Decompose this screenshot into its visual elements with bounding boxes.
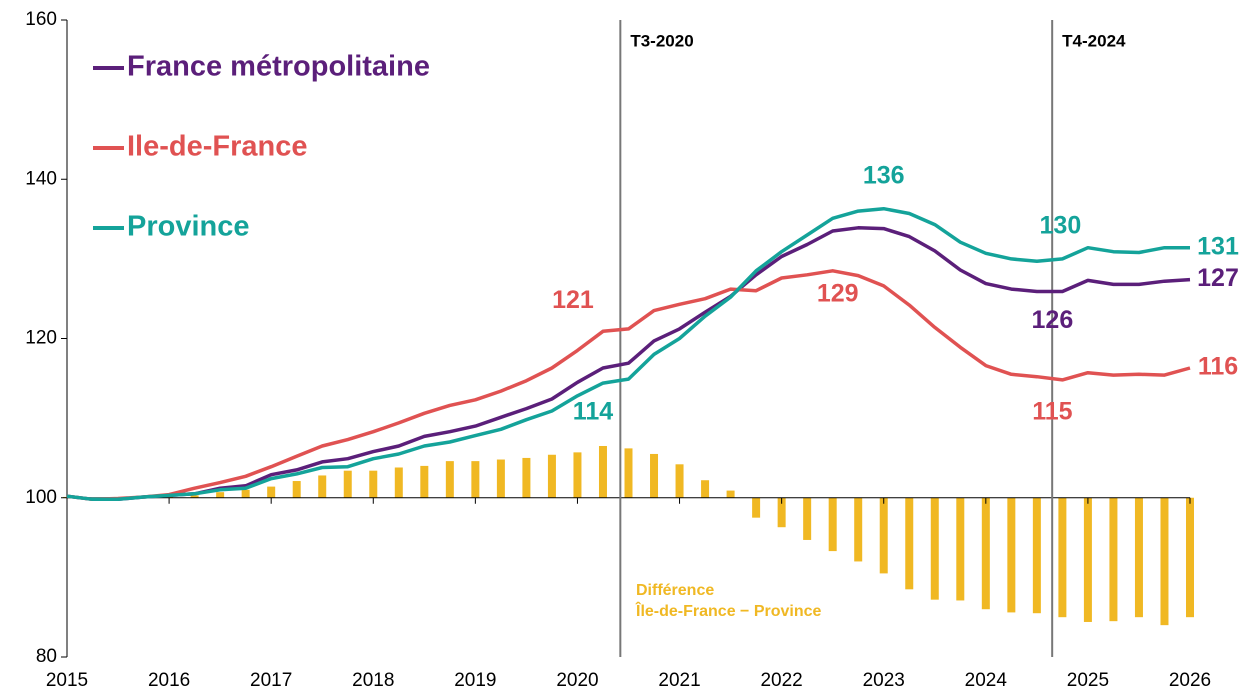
bar (1134, 497, 1143, 618)
bar (318, 475, 327, 498)
data-label: 131 (1197, 232, 1239, 260)
x-tick-label: 2024 (965, 670, 1008, 691)
bar (1083, 497, 1092, 622)
data-label: 136 (863, 161, 905, 189)
x-tick-label: 2019 (454, 670, 496, 691)
reference-label: T3-2020 (630, 31, 693, 50)
bar (777, 497, 786, 528)
bar (420, 465, 429, 498)
x-tick-label: 2016 (148, 670, 190, 691)
bar (956, 497, 965, 601)
bar (216, 492, 225, 498)
bar (701, 480, 710, 498)
bar-label: Île-de-France − Province (635, 601, 822, 620)
bar (369, 470, 378, 498)
bar (241, 489, 250, 498)
bar (1109, 497, 1118, 622)
bar (905, 497, 914, 590)
x-tick-label: 2015 (46, 670, 88, 691)
data-label: 114 (573, 398, 613, 426)
bar (394, 467, 403, 498)
line (66, 206, 1190, 502)
bar (675, 464, 684, 498)
x-tick-label: 2023 (863, 670, 905, 691)
bar (981, 497, 990, 610)
bar (1007, 497, 1016, 613)
bar (854, 497, 863, 562)
bar (522, 457, 531, 498)
data-label: 130 (1040, 211, 1082, 239)
bar (190, 495, 199, 498)
y-tick-label: 160 (25, 9, 57, 30)
y-tick-label: 140 (25, 168, 57, 189)
bar (879, 497, 888, 574)
data-label: 127 (1197, 264, 1239, 292)
x-tick-label: 2025 (1067, 670, 1109, 691)
bar (292, 481, 301, 498)
y-tick-label: 120 (25, 328, 57, 349)
bar (445, 461, 454, 498)
bar (343, 470, 352, 498)
line (66, 269, 1191, 502)
data-label: 116 (1198, 353, 1238, 381)
x-tick-label: 2022 (760, 670, 802, 691)
bar (1186, 497, 1194, 618)
x-tick-label: 2021 (658, 670, 700, 691)
bar (930, 497, 939, 600)
bar (1160, 497, 1169, 626)
bar (726, 490, 735, 498)
bar (803, 497, 812, 540)
bar (547, 454, 556, 498)
bar (624, 448, 633, 498)
bar (1032, 497, 1041, 614)
reference-label: T4-2024 (1062, 31, 1126, 50)
bar (828, 497, 837, 552)
x-tick-label: 2020 (556, 670, 598, 691)
data-label: 129 (817, 279, 859, 307)
line (66, 226, 1191, 502)
x-tick-label: 2017 (250, 670, 292, 691)
x-tick-label: 2018 (352, 670, 394, 691)
y-tick-label: 80 (36, 646, 57, 667)
data-label: 115 (1032, 398, 1072, 426)
bar (573, 452, 582, 498)
legend-label: Ile-de-France (127, 131, 308, 163)
bar (752, 497, 761, 518)
bar (496, 459, 505, 498)
bar (598, 445, 607, 498)
bar (267, 486, 276, 498)
legend-label: France métropolitaine (127, 51, 430, 83)
data-label: 121 (552, 286, 594, 314)
legend-label: Province (127, 211, 250, 243)
bar-label: Différence (636, 582, 714, 599)
data-label: 126 (1032, 306, 1074, 334)
bar (1058, 497, 1067, 618)
bar (650, 453, 659, 498)
y-tick-label: 100 (25, 487, 57, 508)
x-tick-label: 2026 (1169, 670, 1211, 691)
bar (471, 461, 480, 498)
